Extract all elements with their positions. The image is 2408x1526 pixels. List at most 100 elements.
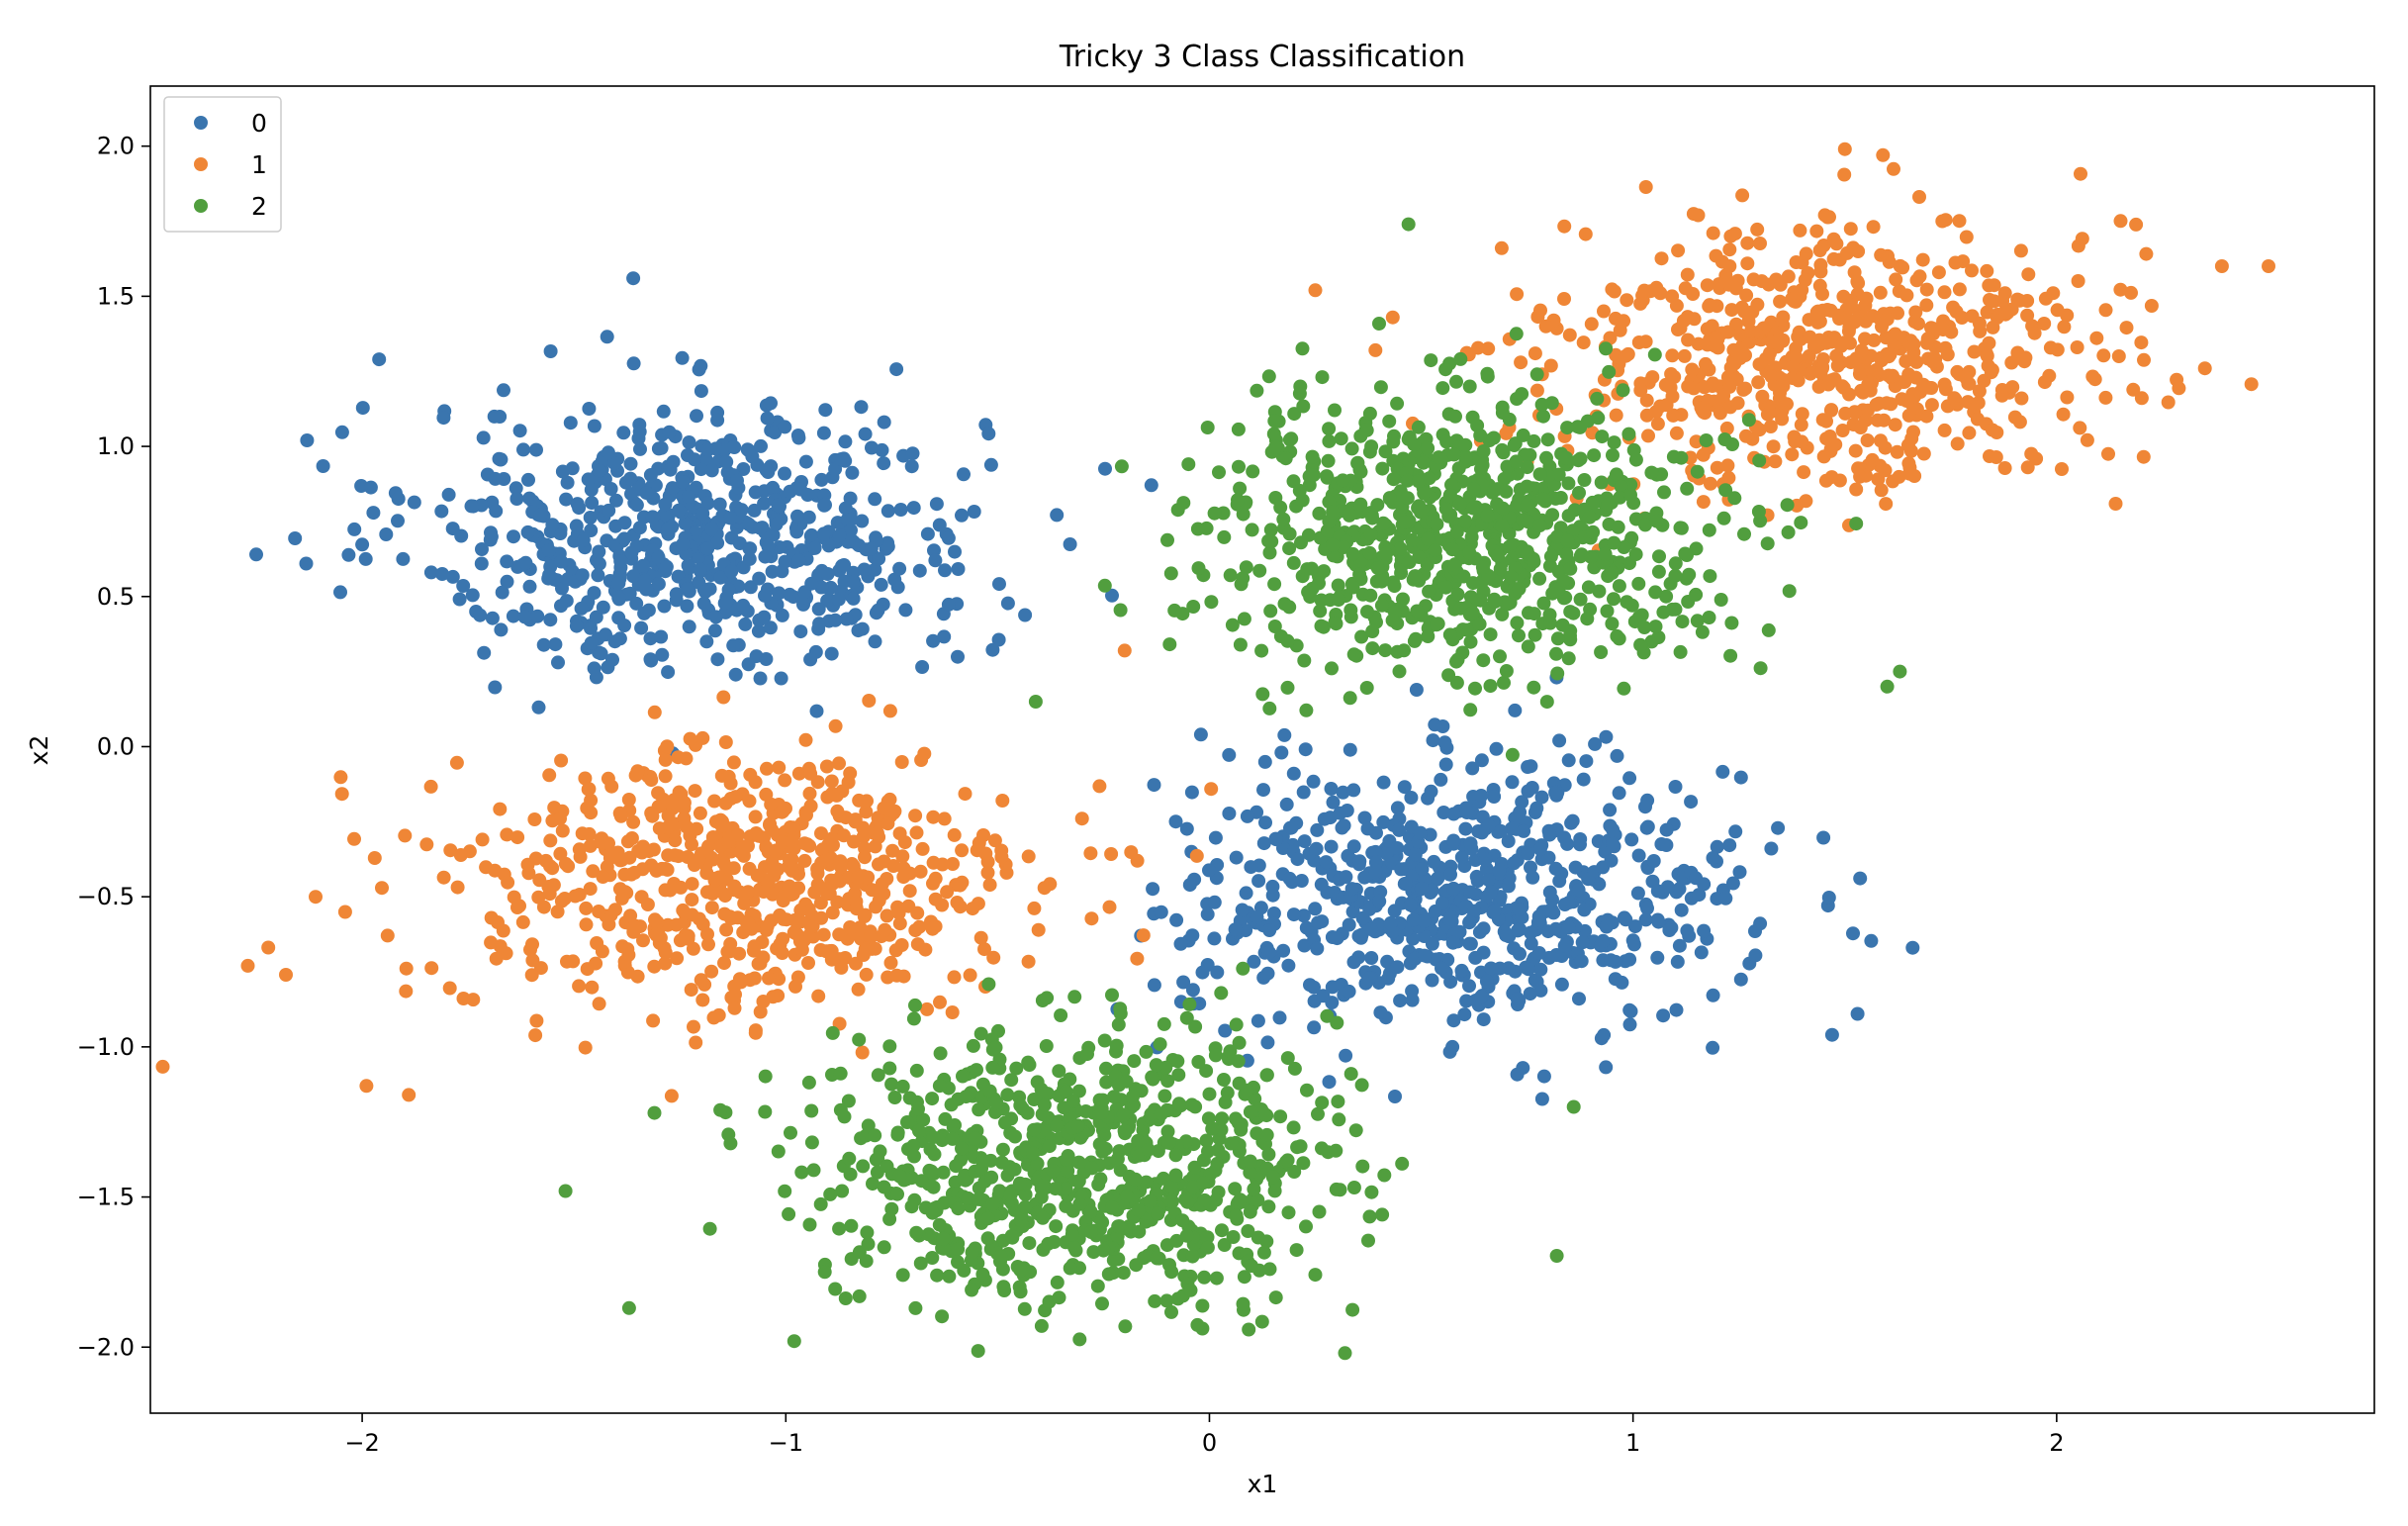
data-point-2 <box>871 1068 885 1083</box>
data-point-0 <box>1018 608 1033 622</box>
data-point-2 <box>1332 1112 1346 1127</box>
data-point-0 <box>1372 894 1387 908</box>
data-point-0 <box>548 637 563 652</box>
data-point-2 <box>1343 507 1357 522</box>
data-point-0 <box>1821 891 1836 905</box>
data-point-0 <box>662 425 677 439</box>
data-point-1 <box>707 794 722 809</box>
data-point-2 <box>1034 1190 1049 1204</box>
data-point-0 <box>616 426 631 440</box>
x-tick-label: −1 <box>769 1429 803 1457</box>
data-point-1 <box>1819 431 1834 446</box>
data-point-0 <box>1469 869 1484 884</box>
data-point-1 <box>937 811 952 826</box>
data-point-1 <box>892 916 907 931</box>
data-point-0 <box>529 442 543 457</box>
data-point-2 <box>890 1187 904 1201</box>
data-point-2 <box>758 1069 773 1084</box>
data-point-1 <box>1904 431 1919 446</box>
data-point-1 <box>1795 434 1809 449</box>
data-point-1 <box>1638 180 1653 194</box>
data-point-0 <box>874 577 888 592</box>
data-point-2 <box>1232 1035 1247 1050</box>
data-point-1 <box>640 898 655 911</box>
data-point-2 <box>1601 497 1616 512</box>
data-point-2 <box>1668 556 1683 571</box>
data-point-1 <box>484 935 499 950</box>
data-point-2 <box>949 1159 964 1174</box>
data-point-2 <box>1261 1199 1276 1214</box>
data-point-0 <box>1326 795 1341 810</box>
data-point-0 <box>1561 920 1576 935</box>
data-point-1 <box>909 825 924 840</box>
data-point-0 <box>1397 780 1412 795</box>
data-point-1 <box>1700 322 1714 336</box>
data-point-2 <box>1580 612 1595 626</box>
data-point-1 <box>367 851 382 865</box>
data-point-1 <box>1763 420 1778 433</box>
data-point-0 <box>1510 992 1525 1005</box>
data-point-1 <box>1645 370 1660 385</box>
data-point-2 <box>1296 1156 1311 1171</box>
data-point-0 <box>1445 935 1460 950</box>
data-point-0 <box>1588 736 1603 751</box>
data-point-2 <box>1034 1318 1049 1333</box>
data-point-0 <box>1168 814 1183 829</box>
data-point-0 <box>736 598 751 613</box>
data-point-2 <box>1282 600 1297 615</box>
data-point-1 <box>442 981 457 996</box>
data-point-0 <box>1373 1005 1388 1020</box>
data-point-1 <box>1848 443 1863 458</box>
data-point-2 <box>1438 362 1453 377</box>
data-point-0 <box>871 603 885 618</box>
data-point-1 <box>1789 255 1804 269</box>
data-point-2 <box>1364 1185 1379 1199</box>
data-point-0 <box>769 517 784 531</box>
data-point-2 <box>1358 423 1373 437</box>
data-point-0 <box>1462 914 1477 929</box>
data-point-1 <box>819 759 834 774</box>
data-point-0 <box>617 619 632 632</box>
data-point-2 <box>1549 1249 1564 1263</box>
data-point-1 <box>1730 396 1745 411</box>
data-point-0 <box>803 652 818 667</box>
data-point-2 <box>1246 464 1260 479</box>
data-point-1 <box>870 825 884 840</box>
data-point-0 <box>605 652 619 667</box>
data-point-1 <box>1843 298 1858 313</box>
data-point-2 <box>1637 620 1652 634</box>
data-point-2 <box>1190 522 1205 536</box>
data-point-2 <box>1321 453 1336 468</box>
data-point-1 <box>1722 242 1737 257</box>
data-point-2 <box>1262 545 1277 560</box>
data-point-1 <box>1654 251 1669 266</box>
data-point-1 <box>2101 446 2115 461</box>
data-point-1 <box>1710 460 1724 475</box>
data-point-2 <box>1212 465 1226 480</box>
data-point-2 <box>902 1091 917 1105</box>
data-point-1 <box>1641 429 1655 443</box>
data-point-0 <box>700 541 715 556</box>
data-point-2 <box>1229 1208 1244 1223</box>
data-point-0 <box>818 403 833 418</box>
data-point-2 <box>1382 414 1397 429</box>
data-point-2 <box>1475 458 1490 472</box>
data-point-2 <box>1633 637 1648 652</box>
data-point-2 <box>924 1164 939 1179</box>
data-point-0 <box>1529 801 1544 815</box>
data-point-2 <box>1649 514 1664 528</box>
data-point-0 <box>569 619 584 633</box>
data-point-1 <box>450 880 465 895</box>
data-point-0 <box>1604 953 1619 968</box>
data-point-2 <box>1331 1095 1345 1109</box>
data-point-2 <box>1287 1165 1302 1179</box>
data-point-2 <box>1344 441 1359 456</box>
data-point-1 <box>1499 426 1514 440</box>
data-point-2 <box>1521 639 1535 654</box>
data-point-1 <box>2262 259 2275 273</box>
data-point-0 <box>1265 879 1280 894</box>
data-point-0 <box>1336 785 1350 800</box>
data-point-0 <box>584 635 599 650</box>
data-point-2 <box>1113 603 1128 618</box>
data-point-1 <box>810 866 825 881</box>
